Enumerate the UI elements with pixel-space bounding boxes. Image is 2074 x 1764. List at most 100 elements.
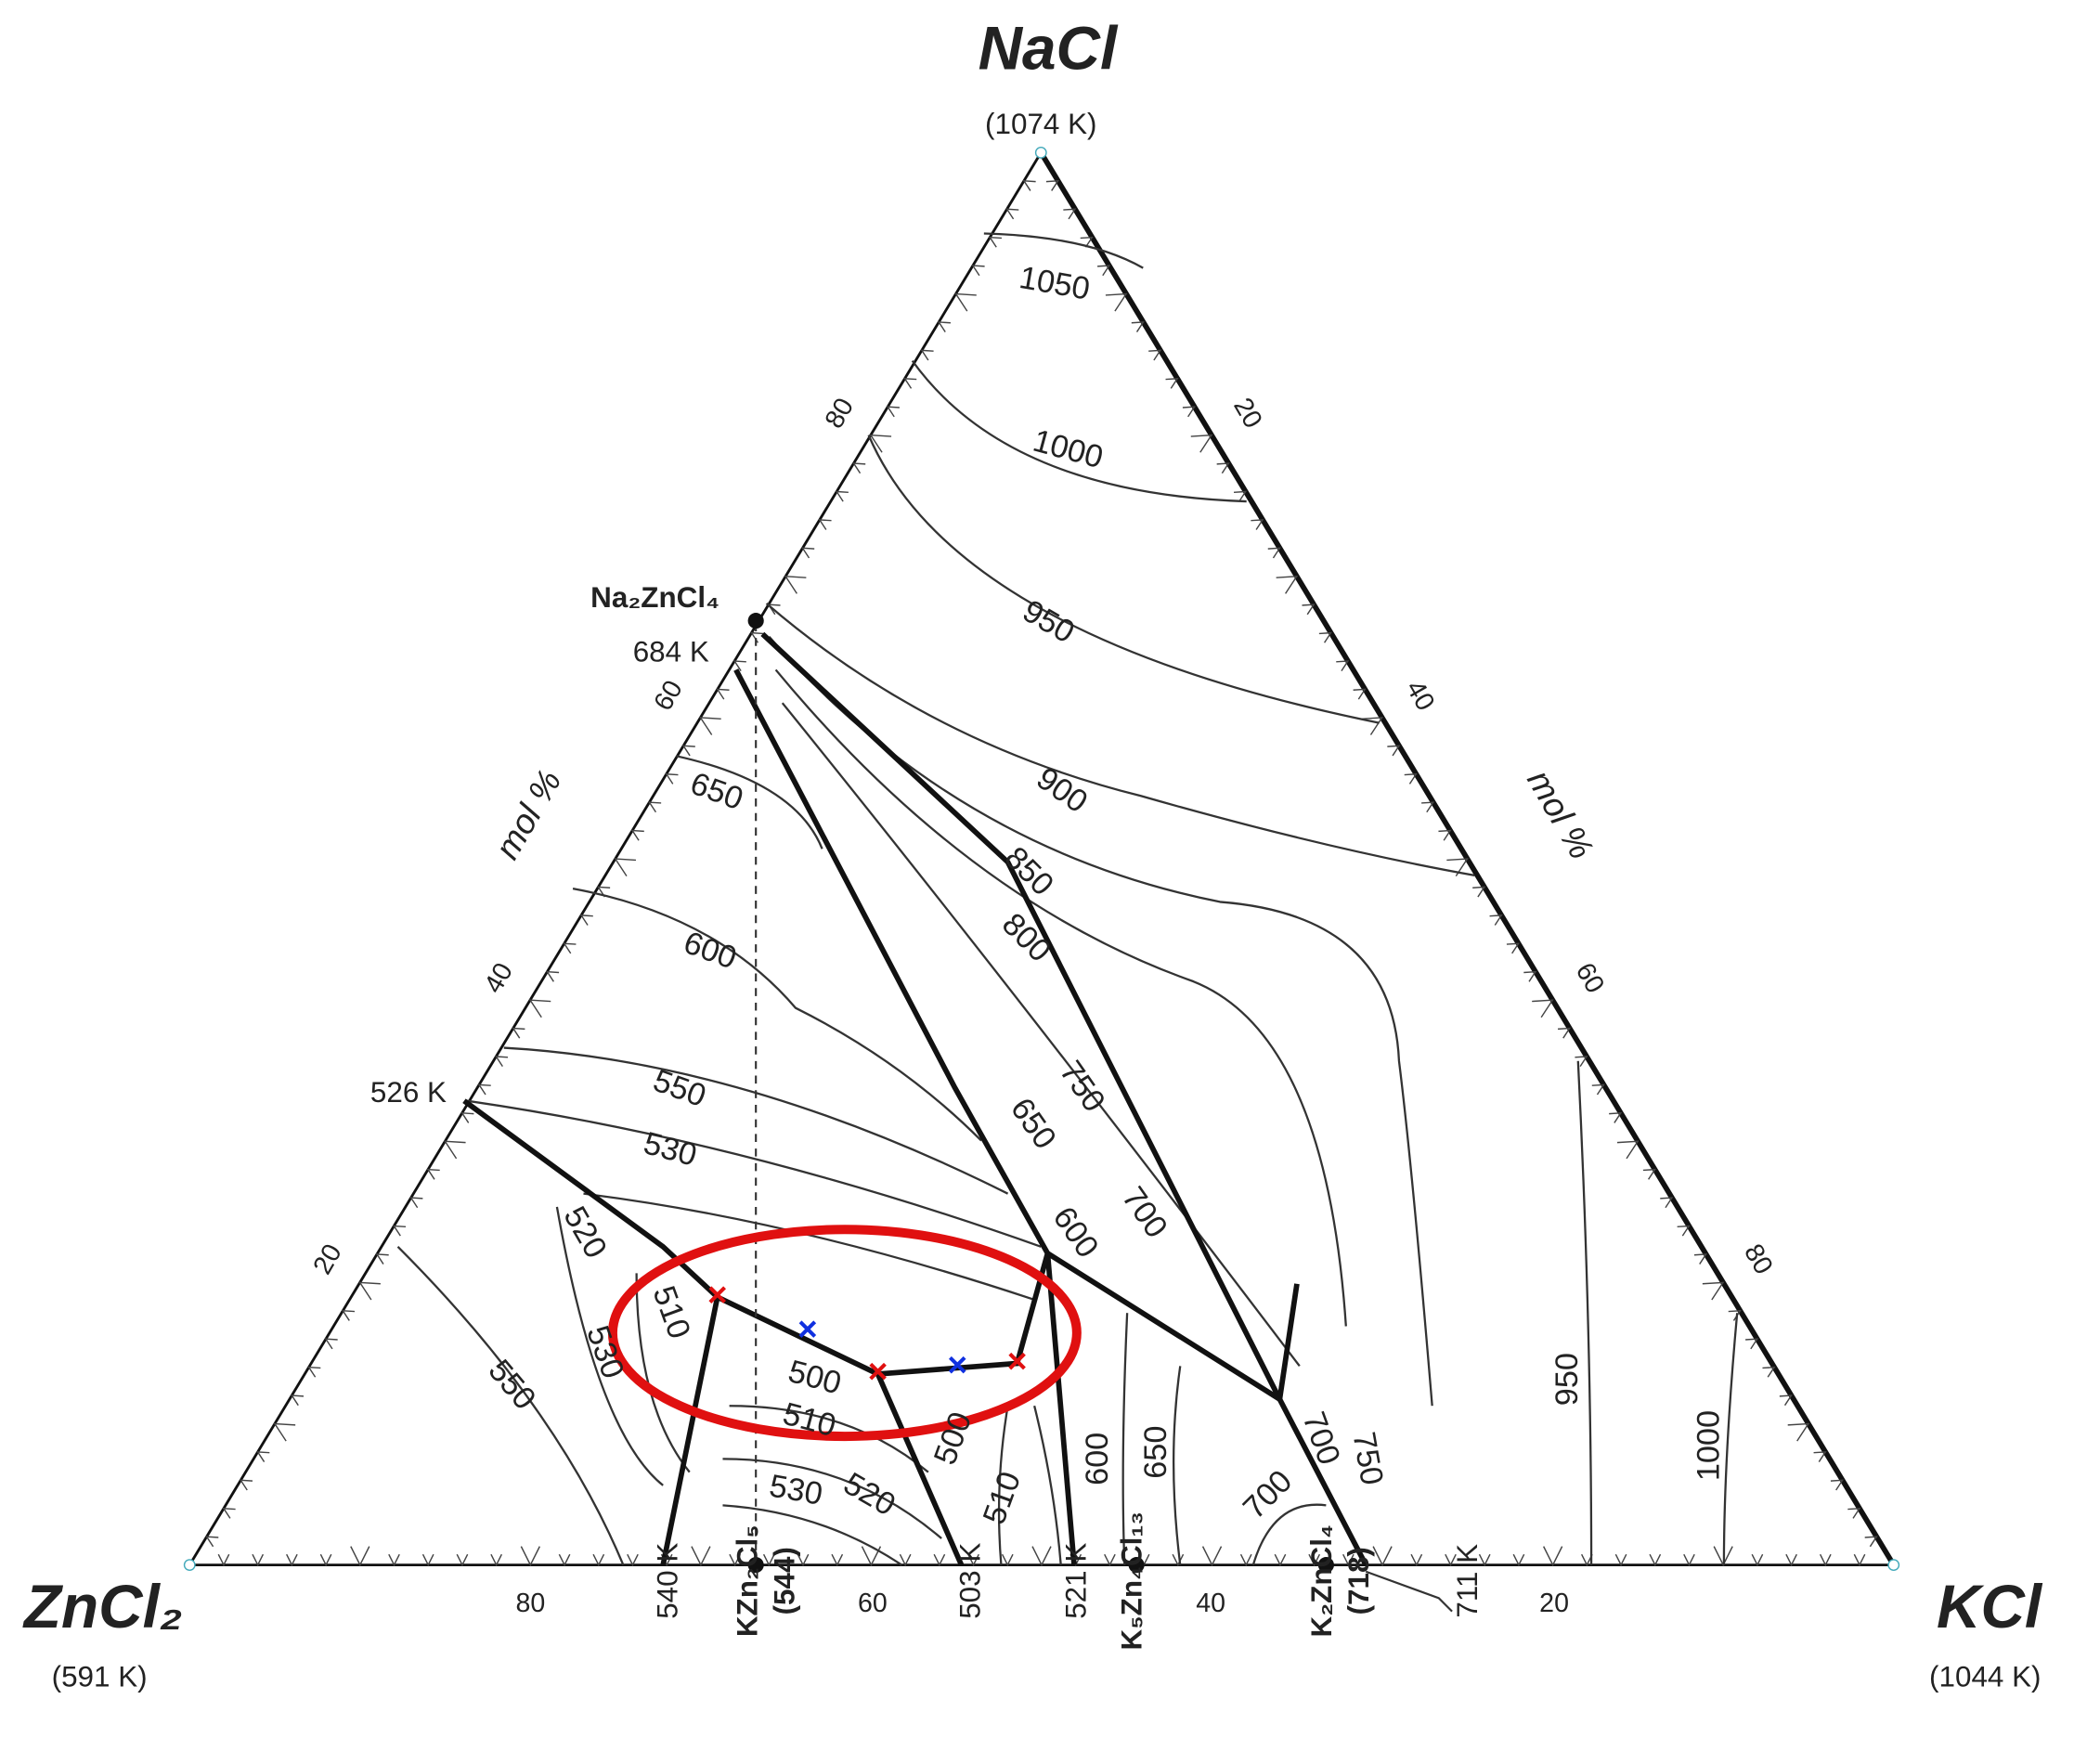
edge-tick (869, 434, 892, 453)
edge-tick (988, 236, 1002, 248)
boundary (733, 668, 1077, 1565)
edge-tick (1233, 490, 1248, 502)
edge-tick (784, 575, 807, 594)
edge-tick (239, 1479, 253, 1491)
isotherm (466, 1099, 1042, 1248)
edge-tick (1506, 942, 1520, 954)
edge-tick (350, 1546, 370, 1567)
edge-tick (286, 1553, 298, 1567)
edge-tick (558, 1553, 571, 1567)
edge-tick (1421, 801, 1435, 813)
edge-tick (520, 1546, 540, 1567)
edge-tick (1543, 1546, 1563, 1567)
axis-tick-label: 80 (515, 1589, 545, 1618)
edge-tick (1819, 1553, 1832, 1567)
edge-tick (1702, 1281, 1725, 1301)
edge-tick (1660, 1197, 1674, 1209)
edge-tick (1557, 1027, 1572, 1039)
edge-tick (1353, 688, 1367, 700)
isotherm (774, 668, 1347, 1327)
edge-tick (852, 462, 866, 474)
edge-tick (460, 1112, 474, 1123)
edge-tick (1267, 547, 1281, 559)
edge-tick (358, 1281, 381, 1301)
edge-tick (1031, 1546, 1052, 1567)
isotherm-label: 520 (837, 1466, 901, 1523)
edge-tick (1677, 1225, 1691, 1237)
axis-tick-label: 20 (1227, 393, 1268, 434)
edge-tick (409, 1197, 423, 1209)
compound-label: Na₂ZnCl₄ (590, 581, 719, 614)
edge-tick (1813, 1451, 1827, 1462)
edge-tick (1438, 829, 1452, 841)
vertex-dot (1034, 146, 1047, 159)
edge-tick (205, 1536, 219, 1548)
edge-tick (716, 688, 730, 700)
dots (183, 146, 1900, 1574)
edge-tick (1614, 1553, 1627, 1567)
isotherm (729, 1405, 929, 1473)
vertex-temp: (1044 K) (1929, 1661, 2041, 1693)
edge-tick (732, 660, 746, 672)
edge-tick (1472, 886, 1486, 898)
bottom-label: KZn₂Cl₅ (731, 1524, 763, 1637)
edge-tick (1616, 1140, 1640, 1160)
edge-tick (1532, 999, 1554, 1018)
edge-tick (886, 406, 900, 418)
edge-tick (563, 942, 577, 954)
compound-dot (747, 613, 764, 629)
edge-tick (1239, 1553, 1252, 1567)
bottom-label: 711 K (1451, 1544, 1484, 1618)
edge-tick (1830, 1479, 1845, 1491)
edge-tick (388, 1553, 400, 1567)
edge-tick (801, 547, 815, 559)
edge-tick (903, 377, 917, 389)
bottom-label: 503 K (953, 1543, 986, 1619)
edge-tick (1201, 1546, 1223, 1567)
edge-tick (797, 1553, 810, 1567)
edge-tick (861, 1546, 882, 1567)
edge-tick (375, 1253, 389, 1265)
axis-tick-label: 40 (1196, 1589, 1225, 1618)
isotherm-label: 1000 (1692, 1410, 1727, 1481)
vertex-temp: (1074 K) (985, 108, 1096, 140)
bottom-label: 521 K (1060, 1543, 1093, 1619)
edge-tick (1404, 772, 1418, 785)
edge-tick (1274, 1553, 1287, 1567)
isotherm-label: 510 (977, 1467, 1028, 1529)
isotherm (997, 1406, 1009, 1565)
edge-tick (592, 1553, 605, 1567)
leader-line (1365, 1570, 1453, 1613)
isotherm-label: 900 (1031, 760, 1095, 820)
edge-tick (1847, 1507, 1861, 1519)
edge-tick (443, 1140, 466, 1160)
bottom-label: 540 K (652, 1543, 684, 1619)
isotherm (555, 1206, 664, 1486)
axis-tick-label: 60 (648, 676, 689, 717)
edge-tick (217, 1553, 230, 1567)
compound-dot (747, 1557, 764, 1574)
edge-tick (1745, 1338, 1759, 1350)
edge-tick (1148, 349, 1162, 361)
blue-x: × (947, 1345, 967, 1384)
edge-tick (1097, 265, 1111, 277)
isotherm (503, 1046, 1009, 1195)
edge-tick (1342, 1553, 1355, 1567)
edge-tick (307, 1366, 321, 1378)
boundary (760, 631, 1368, 1566)
edge-tick (1022, 180, 1036, 191)
vertex-label: NaCl (979, 15, 1119, 83)
edge-tick (1523, 970, 1537, 982)
edge-tick (762, 1553, 775, 1567)
isotherm (765, 603, 1475, 876)
edge-tick (1251, 519, 1264, 530)
vertex-temp: (591 K) (52, 1661, 148, 1693)
isotherm-label: 700 (1295, 1407, 1346, 1470)
axis-tick-label: 80 (820, 393, 861, 434)
isotherm-label: 510 (646, 1281, 697, 1343)
edge-tick (1864, 1536, 1878, 1548)
axis-tick-label: 60 (858, 1589, 888, 1618)
isotherm-label: 600 (1080, 1433, 1115, 1485)
edge-tick (324, 1338, 338, 1350)
